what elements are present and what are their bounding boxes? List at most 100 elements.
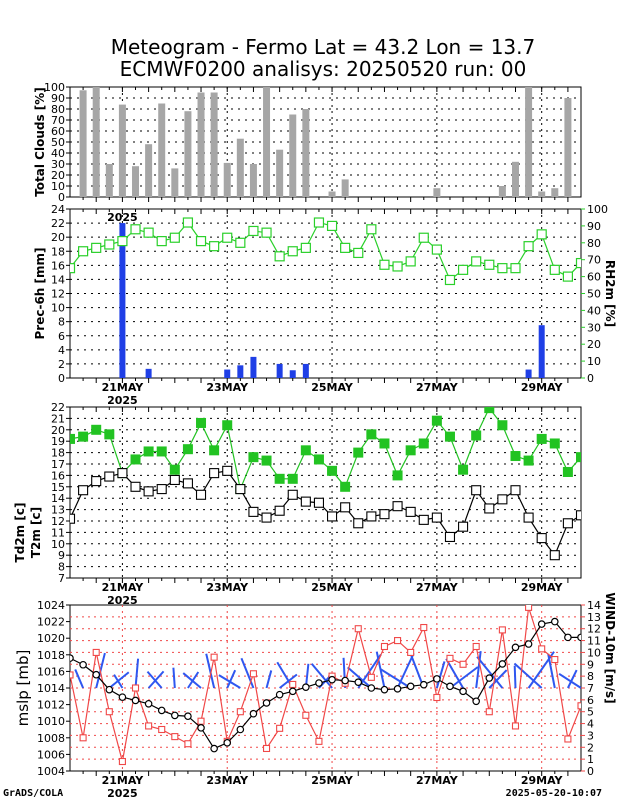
mslp-marker [577, 633, 581, 642]
y-tick-label: 7 [58, 572, 65, 585]
y-tick-label: 11 [51, 526, 65, 539]
td2m-marker [497, 494, 508, 505]
mslp-marker [157, 706, 166, 715]
rh-marker [222, 232, 233, 243]
td2m-marker [510, 485, 521, 496]
wind-speed-marker [485, 708, 493, 716]
x-tick-label: 27MAY [416, 581, 459, 594]
t2m-marker [70, 433, 75, 444]
y-tick-label: 1016 [37, 665, 65, 678]
rh-marker [235, 237, 246, 248]
t2m-line [70, 407, 581, 492]
rh-marker [91, 242, 102, 253]
rh-marker [143, 227, 154, 238]
td2m-marker [117, 468, 128, 479]
y-tick-label: 8 [58, 561, 65, 574]
y-tick-label: 1006 [37, 748, 65, 761]
td2m-marker [130, 481, 141, 492]
td2m-marker [274, 505, 285, 516]
x-tick-label: 29MAY [521, 774, 564, 787]
rh-marker [405, 256, 416, 267]
y-tick-label: 30 [51, 158, 65, 171]
rh-marker [209, 241, 220, 252]
y-tick-label: 16 [51, 259, 65, 272]
y-right-tick-label: 2 [587, 741, 594, 754]
td2m-marker [379, 509, 390, 520]
t2m-marker [484, 407, 495, 414]
mslp-marker [419, 680, 428, 689]
y-right-tick-label: 50 [587, 288, 601, 301]
mslp-marker [367, 684, 376, 692]
y-tick-label: 14 [51, 273, 65, 286]
wind-barb [558, 672, 581, 689]
t2m-marker [78, 431, 89, 442]
y-right-tick-label: 13 [587, 611, 601, 624]
cloud-bar [328, 191, 336, 197]
mslp-marker [459, 687, 467, 696]
mslp-marker [511, 643, 520, 652]
y-tick-label: 70 [51, 114, 65, 127]
y-tick-label: 20 [51, 169, 65, 182]
y-right-tick-label: 20 [587, 338, 601, 351]
cloud-bar [525, 87, 533, 197]
wind-speed-marker [433, 693, 441, 702]
wind-barb [488, 669, 508, 689]
td2m-marker [156, 484, 167, 495]
y-right-tick-label: 9 [587, 658, 594, 671]
y-tick-label: 8 [58, 316, 65, 329]
td2m-marker [444, 531, 456, 543]
t2m-marker [405, 445, 416, 456]
wind-speed-marker [158, 725, 166, 734]
mslp-marker [184, 712, 192, 721]
t2m-marker [261, 455, 272, 466]
x-year-label: 2025 [107, 394, 138, 407]
td2m-marker [562, 518, 573, 529]
mslp-wind-series [70, 605, 581, 766]
cloud-bar [197, 92, 205, 197]
td2m-marker [471, 485, 482, 496]
td2m-marker [313, 497, 324, 508]
wind-barb [435, 661, 446, 689]
mslp-marker [70, 654, 74, 662]
y-right-tick-label: 7 [587, 682, 594, 695]
rh-marker [379, 259, 390, 270]
wind-speed-marker [394, 637, 402, 645]
mslp-marker [537, 620, 546, 628]
y-tick-label: 4 [58, 344, 65, 357]
td2m-line [70, 470, 581, 557]
wind-barb [566, 669, 578, 689]
title-line-1: Meteogram - Fermo Lat = 43.2 Lon = 13.7 [111, 35, 536, 59]
td2m-marker [458, 521, 469, 532]
wind-barb [379, 668, 412, 689]
td2m-marker [392, 501, 403, 512]
mslp-marker [288, 687, 297, 696]
y-right-tick-label: 3 [587, 729, 594, 742]
mslp-marker [564, 633, 572, 642]
td2m-marker [78, 485, 89, 496]
temp-series [70, 407, 581, 561]
y-tick-label: 40 [51, 147, 65, 160]
rh-marker [182, 217, 194, 228]
rh-marker [78, 246, 89, 257]
wind-barb [265, 670, 273, 689]
wind-speed-marker [70, 671, 74, 679]
wind-barb [476, 656, 504, 689]
td2m-marker [91, 476, 102, 487]
wind-barb [226, 669, 237, 689]
mslp-marker [485, 674, 494, 682]
td2m-marker [169, 474, 180, 486]
y-tick-label: 18 [51, 447, 65, 460]
t2m-marker [222, 420, 233, 431]
mslp-marker [171, 711, 179, 720]
t2m-marker [156, 446, 167, 457]
td2m-marker [143, 486, 154, 497]
x-year-label: 2025 [107, 787, 138, 800]
td2m-marker [366, 511, 377, 522]
wind-speed-marker [171, 733, 179, 741]
y-tick-label: 1012 [37, 699, 65, 712]
y-tick-label: 17 [51, 458, 65, 471]
rh-marker [536, 229, 547, 240]
y-axis-label-precip: Prec-6h [mm] [33, 248, 47, 340]
rh-marker [418, 232, 429, 243]
